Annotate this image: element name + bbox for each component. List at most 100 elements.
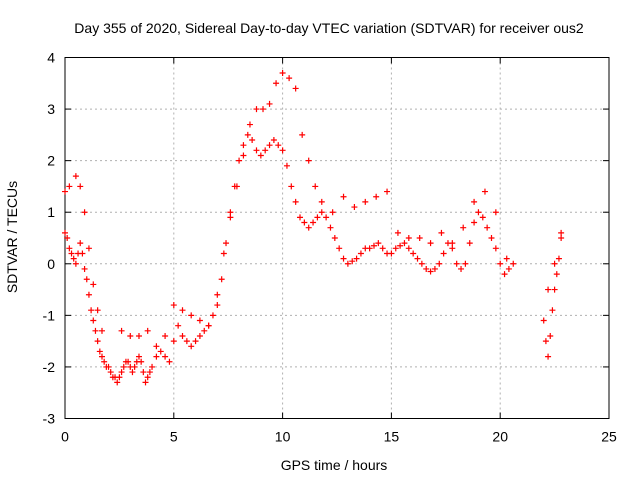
data-point (357, 250, 364, 257)
data-point (227, 214, 234, 221)
data-point (101, 358, 108, 365)
y-tick-label: 1 (47, 204, 55, 220)
data-point (501, 271, 508, 278)
data-point (273, 80, 280, 87)
data-point (253, 106, 260, 113)
data-point (314, 214, 321, 221)
data-point (79, 250, 86, 257)
data-point (153, 343, 160, 350)
data-point (90, 317, 97, 324)
data-point (375, 240, 382, 247)
data-point (62, 188, 68, 195)
axis-ticks (64, 57, 610, 419)
x-tick-label: 20 (492, 429, 508, 445)
data-point (68, 250, 75, 257)
data-point (292, 198, 299, 205)
data-point (246, 121, 253, 128)
data-point (196, 332, 203, 339)
x-tick-label: 10 (275, 429, 291, 445)
data-point (297, 214, 304, 221)
data-point (351, 204, 358, 211)
data-point (481, 188, 488, 195)
data-point (214, 291, 221, 298)
data-point (131, 363, 138, 370)
data-point (553, 271, 560, 278)
data-point (318, 198, 325, 205)
data-point (423, 265, 430, 272)
data-point (260, 106, 267, 113)
y-tick-label: -3 (43, 411, 56, 427)
data-point (149, 363, 156, 370)
data-point (135, 353, 142, 360)
data-point (98, 327, 105, 334)
data-point (77, 240, 84, 247)
data-point (196, 317, 203, 324)
data-point (414, 255, 421, 262)
data-point (510, 260, 517, 267)
data-point (336, 245, 343, 252)
y-tick-label: 2 (47, 153, 55, 169)
data-point (394, 229, 401, 236)
data-point (299, 131, 306, 138)
data-point (497, 260, 504, 267)
data-point (72, 260, 79, 267)
data-point (312, 183, 319, 190)
x-tick-label: 25 (601, 429, 617, 445)
data-point (142, 379, 149, 386)
data-point (146, 369, 153, 376)
data-point (453, 260, 460, 267)
data-point (81, 209, 88, 216)
data-point (96, 348, 103, 355)
data-point (323, 214, 330, 221)
data-point (475, 209, 482, 216)
chart-title: Day 355 of 2020, Sidereal Day-to-day VTE… (74, 20, 584, 36)
data-point (144, 374, 151, 381)
data-point (253, 147, 260, 154)
data-point (205, 322, 212, 329)
data-point (440, 250, 447, 257)
data-point (405, 245, 412, 252)
data-point (438, 229, 445, 236)
y-tick-label: 3 (47, 101, 55, 117)
data-point (170, 338, 177, 345)
data-point (288, 183, 295, 190)
data-point (129, 369, 136, 376)
data-point (283, 162, 290, 169)
data-point (301, 219, 308, 226)
data-point (179, 332, 186, 339)
x-axis-label: GPS time / hours (281, 457, 388, 473)
data-point (127, 332, 134, 339)
data-point (94, 338, 101, 345)
data-point (545, 286, 552, 293)
data-point (92, 327, 99, 334)
data-point (384, 188, 391, 195)
data-point (85, 245, 92, 252)
data-point (233, 183, 240, 190)
data-point (83, 276, 90, 283)
data-point (410, 250, 417, 257)
data-point (327, 224, 334, 231)
data-point (192, 338, 199, 345)
data-point (183, 338, 190, 345)
data-point (88, 307, 95, 314)
data-point (458, 265, 465, 272)
data-point (392, 245, 399, 252)
data-point (353, 255, 360, 262)
data-point (140, 369, 147, 376)
data-point (340, 255, 347, 262)
data-point (488, 235, 495, 241)
data-point (329, 209, 336, 216)
data-point (362, 198, 369, 205)
data-point (449, 240, 456, 247)
data-point (551, 260, 558, 267)
data-point (218, 276, 225, 283)
data-point (505, 265, 512, 272)
data-point (431, 265, 438, 272)
data-point (72, 173, 79, 180)
data-point (188, 312, 195, 319)
data-point (366, 245, 373, 252)
data-point (331, 235, 338, 241)
data-point (223, 240, 230, 247)
data-point (244, 131, 251, 138)
